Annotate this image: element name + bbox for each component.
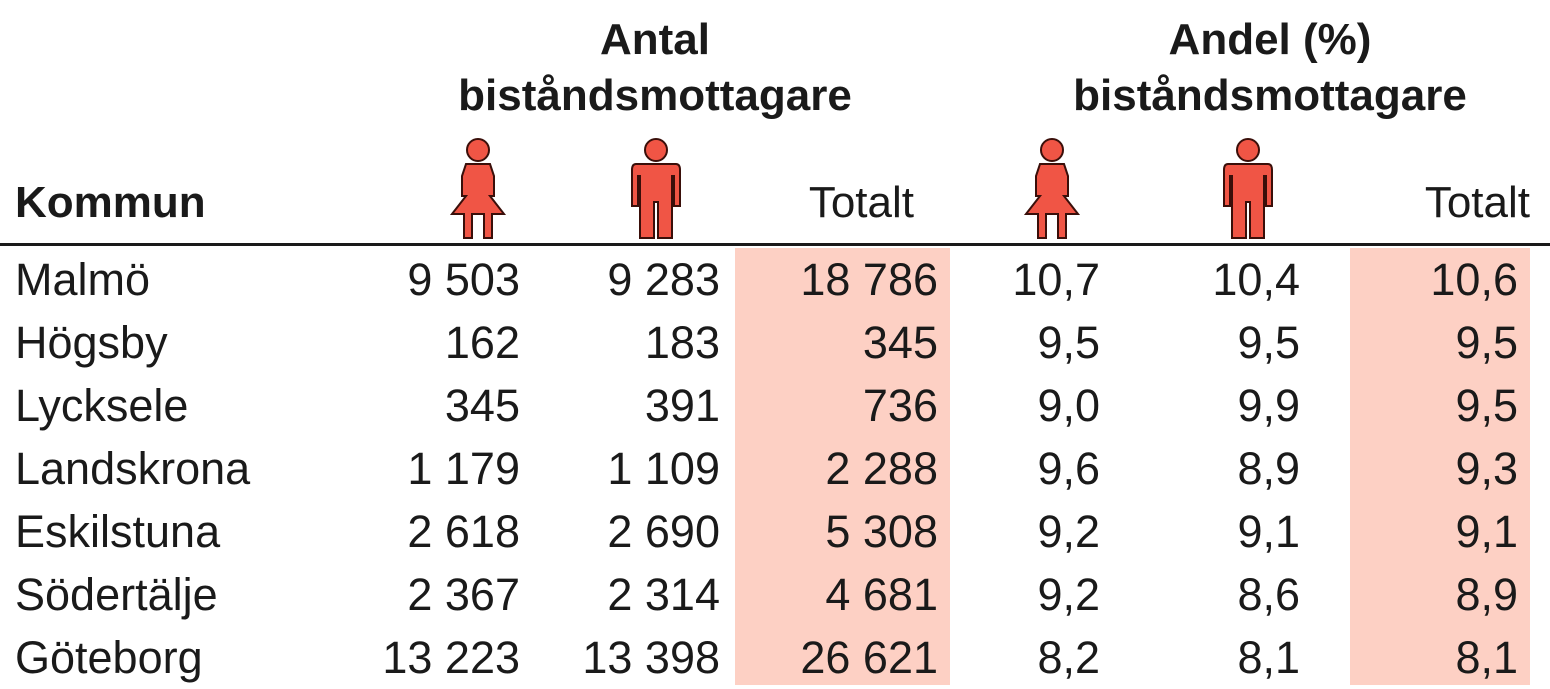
cell-value: 8,6 xyxy=(1237,569,1300,620)
cell-value: 10,6 xyxy=(1430,254,1518,305)
cell-value: 9,0 xyxy=(1037,380,1100,431)
cell-value: 9,5 xyxy=(1037,317,1100,368)
cell-value: 2 367 xyxy=(407,569,520,620)
row-name: Högsby xyxy=(15,317,168,368)
male-icon xyxy=(1223,138,1273,239)
cell-value: 183 xyxy=(644,317,720,368)
cell-value: 9,2 xyxy=(1037,506,1100,557)
row-name: Göteborg xyxy=(15,632,203,683)
cell-value: 9,9 xyxy=(1237,380,1300,431)
cell-value: 1 179 xyxy=(407,443,520,494)
cell-value: 9 283 xyxy=(607,254,720,305)
cell-value: 26 621 xyxy=(800,632,938,683)
cell-value: 2 314 xyxy=(607,569,720,620)
cell-value: 13 398 xyxy=(582,632,720,683)
cell-value: 9,5 xyxy=(1237,317,1300,368)
cell-value: 8,9 xyxy=(1455,569,1518,620)
cell-value: 9,6 xyxy=(1037,443,1100,494)
female-icon xyxy=(1025,138,1079,239)
group-title: Antal biståndsmottagare xyxy=(458,15,852,120)
row-name: Eskilstuna xyxy=(15,506,221,557)
cell-value: 8,2 xyxy=(1037,632,1100,683)
cell-value: 345 xyxy=(862,317,938,368)
female-icon xyxy=(451,138,505,239)
cell-value: 5 308 xyxy=(825,506,938,557)
cell-value: 9,5 xyxy=(1455,380,1518,431)
cell-value: 162 xyxy=(444,317,520,368)
column-label: Kommun xyxy=(15,178,206,227)
cell-value: 391 xyxy=(644,380,720,431)
cell-value: 2 288 xyxy=(825,443,938,494)
cell-value: 9,3 xyxy=(1455,443,1518,494)
cell-value: 8,1 xyxy=(1455,632,1518,683)
group-title: Andel (%) biståndsmottagare xyxy=(1073,15,1467,120)
cell-value: 10,4 xyxy=(1212,254,1300,305)
cell-value: 1 109 xyxy=(607,443,720,494)
cell-value: 9 503 xyxy=(407,254,520,305)
cell-value: 345 xyxy=(444,380,520,431)
cell-value: 9,5 xyxy=(1455,317,1518,368)
cell-value: 9,1 xyxy=(1237,506,1300,557)
cell-value: 9,2 xyxy=(1037,569,1100,620)
cell-value: 4 681 xyxy=(825,569,938,620)
header-rule xyxy=(0,243,1550,246)
cell-value: 9,1 xyxy=(1455,506,1518,557)
cell-value: 13 223 xyxy=(382,632,520,683)
total-shade xyxy=(1350,248,1530,685)
row-name: Malmö xyxy=(15,254,151,305)
total-shade xyxy=(735,248,950,685)
cell-value: 18 786 xyxy=(800,254,938,305)
column-total: Totalt xyxy=(1424,178,1530,227)
male-icon xyxy=(631,138,681,239)
cell-value: 8,9 xyxy=(1237,443,1300,494)
cell-value: 8,1 xyxy=(1237,632,1300,683)
cell-value: 2 618 xyxy=(407,506,520,557)
row-name: Södertälje xyxy=(15,569,218,620)
row-name: Landskrona xyxy=(15,443,251,494)
cell-value: 2 690 xyxy=(607,506,720,557)
column-total: Totalt xyxy=(808,178,914,227)
cell-value: 736 xyxy=(862,380,938,431)
row-name: Lycksele xyxy=(15,380,189,431)
cell-value: 10,7 xyxy=(1012,254,1100,305)
